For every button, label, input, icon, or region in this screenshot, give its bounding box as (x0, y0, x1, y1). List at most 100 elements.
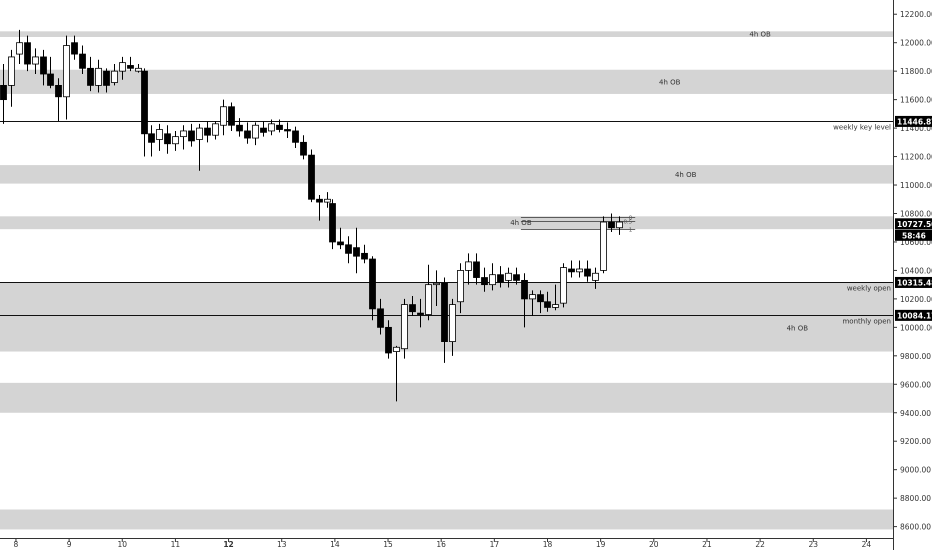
candle-bear (369, 258, 376, 310)
zone-label: 4h OB (787, 325, 809, 333)
candle-bear (284, 129, 291, 132)
y-tick-label: 9600.00 (900, 380, 931, 389)
ob-zone (0, 69, 893, 94)
candle-bull (63, 45, 70, 98)
candle-bull (156, 129, 163, 140)
candle-bear (24, 42, 31, 65)
x-tick-label: 22 (755, 540, 765, 549)
x-tick-label: 11 (171, 540, 181, 549)
candle-bear (79, 53, 86, 69)
candle-bear (513, 274, 520, 281)
candle-bear (377, 308, 384, 328)
level-label: monthly open (842, 318, 891, 326)
candle-bull (552, 304, 559, 308)
candle-bear (441, 282, 448, 342)
y-tick-label: 10400.00 (900, 266, 932, 275)
candle-bear (521, 279, 528, 300)
x-tick-label: 15 (383, 540, 393, 549)
candle-bear (244, 130, 251, 139)
x-tick-label: 8 (14, 540, 19, 549)
candle-bull (560, 267, 567, 304)
current-price-tag: 10727.50 (897, 220, 932, 229)
candle-bear (164, 133, 171, 145)
current-price-tag-box (895, 218, 932, 230)
candles (0, 29, 623, 402)
candle-bull (196, 127, 203, 140)
candle-bull (592, 272, 599, 281)
y-tick-label: 11000.00 (900, 181, 932, 190)
candle-bull (135, 67, 142, 72)
fib-label: 0.5 (623, 220, 632, 226)
y-tick-label: 8800.00 (900, 494, 931, 503)
candle-bear (544, 301, 551, 308)
x-tick-label: 14 (330, 540, 340, 549)
candle-bull (180, 130, 187, 138)
candle-bull (489, 274, 496, 286)
candle-bear (103, 70, 110, 86)
candle-bull (529, 294, 536, 300)
x-tick-label: 12 (223, 540, 233, 549)
candle-bull (95, 67, 102, 86)
y-tick-label: 10000.00 (900, 323, 932, 332)
candle-bull (119, 62, 126, 72)
candle-bear (204, 127, 211, 136)
level-price-tag-box (895, 309, 932, 321)
y-tick-label: 9800.00 (900, 352, 931, 361)
candle-bear (260, 127, 267, 133)
candle-bear (337, 241, 344, 246)
level-price-tag: 11446.87 (897, 117, 932, 126)
candle-bear (353, 247, 360, 257)
candle-bear (188, 130, 195, 142)
candle-bear (0, 84, 7, 101)
level-price-tag-box (895, 115, 932, 127)
candle-bull (220, 106, 227, 126)
zone-label: 4h OB (659, 78, 681, 86)
x-tick-label: 19 (596, 540, 606, 549)
y-tick-label: 12200.00 (900, 10, 932, 19)
y-tick-label: 11400.00 (900, 124, 932, 133)
ob-zone (0, 382, 893, 413)
candle-bear (608, 221, 615, 229)
candle-bear (385, 326, 392, 354)
candle-bear (141, 70, 148, 135)
fib-label: 1 (629, 228, 633, 234)
candle-bull (576, 268, 583, 273)
candle-bull (324, 198, 331, 203)
candle-bull (457, 270, 464, 303)
candle-bull (433, 282, 440, 286)
x-tick-label: 20 (649, 540, 659, 549)
key-levels: weekly key level weekly open monthly open (0, 121, 893, 326)
candle-bull (16, 42, 23, 55)
candle-bear (87, 67, 94, 86)
y-tick-label: 10200.00 (900, 295, 932, 304)
candle-bull (401, 304, 408, 350)
zone-label: 4h OB (510, 219, 532, 227)
y-tick-label: 9400.00 (900, 409, 931, 418)
candle-bear (300, 141, 307, 156)
candle-timer: 58:46 (902, 231, 926, 240)
candle-bear (308, 154, 315, 200)
candle-bear (409, 304, 416, 313)
y-tick-label: 11200.00 (900, 153, 932, 162)
x-tick-label: 21 (702, 540, 712, 549)
zone-label: 4h OB (749, 31, 771, 39)
candle-bull (212, 123, 219, 136)
candle-bear (537, 294, 544, 303)
y-tick-label: 11800.00 (900, 67, 932, 76)
price-tags: 11446.87 10315.48 10084.17 10727.50 58:46 (895, 115, 932, 321)
level-label: weekly open (847, 285, 891, 293)
candle-bull (465, 261, 472, 271)
candle-bear (71, 42, 78, 55)
x-tick-label: 17 (490, 540, 500, 549)
ob-zone (0, 31, 893, 38)
candle-bear (228, 106, 235, 126)
candle-bull (252, 124, 259, 139)
x-tick-label: 13 (277, 540, 287, 549)
candle-bull (505, 272, 512, 281)
candle-bull (393, 346, 400, 352)
candle-bull (449, 304, 456, 342)
candle-bear (361, 252, 368, 260)
candle-bear (40, 56, 47, 75)
candle-bull (8, 56, 15, 86)
